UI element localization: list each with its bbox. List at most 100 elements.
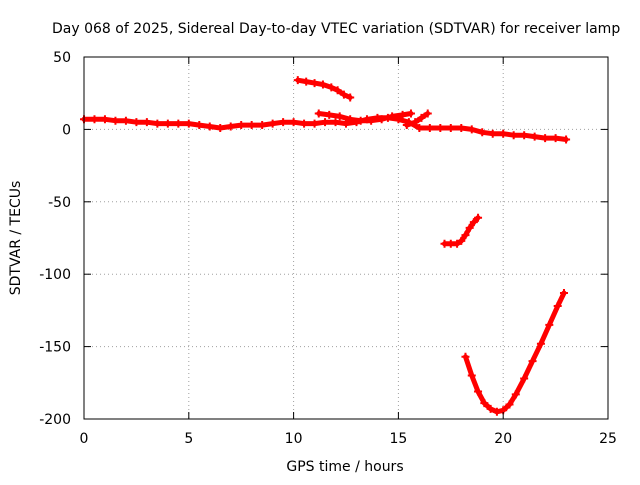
data-point [402,121,411,130]
data-point [258,121,267,130]
y-axis-label: SDTVAR / TECUs [8,181,24,296]
data-point [474,213,483,222]
x-tick-label: 20 [494,431,512,447]
x-tick-label: 25 [599,431,617,447]
data-point [226,122,235,131]
y-tick-label: 0 [62,122,71,138]
data-point [520,374,529,383]
data-point [318,80,327,89]
data-point [327,83,336,92]
data-point [356,116,365,125]
data-point [331,118,340,127]
data-point [100,115,109,124]
data-point [132,118,141,127]
series-arc-late [404,111,431,128]
data-point [153,119,162,128]
data-point [237,121,246,130]
data-point [486,404,495,413]
data-point [541,134,550,143]
data-point [469,218,478,227]
data-point [559,289,568,298]
data-point [377,115,386,124]
data-point [388,112,397,121]
data-point [293,76,302,85]
data-point [184,119,193,128]
data-point [174,119,183,128]
data-point [453,239,462,248]
data-point [321,118,330,127]
data-point [398,110,407,119]
data-point [492,407,501,416]
data-point [536,339,545,348]
y-tick-label: -50 [48,195,71,211]
x-tick-label: 0 [80,431,89,447]
x-tick-label: 10 [285,431,303,447]
data-point [300,119,309,128]
data-point [530,132,539,141]
grid-lines [84,57,608,419]
plot-frame [83,56,609,420]
data-point [325,110,334,119]
data-point [457,236,466,245]
data-point [461,352,470,361]
data-point [333,86,342,95]
x-tick-label: 5 [184,431,193,447]
x-tick-labels: 0 5 10 15 20 25 [80,431,617,447]
data-point [346,115,355,124]
data-point [511,390,520,399]
x-tick-label: 15 [389,431,407,447]
data-point [467,125,476,134]
data-point [446,123,455,132]
data-point [310,79,319,88]
axis-ticks [83,56,609,420]
data-point [289,118,298,127]
y-tick-label: 50 [53,50,71,66]
data-point [314,109,323,118]
y-tick-labels: -200 -150 -100 -50 0 50 [39,50,71,428]
data-point [509,131,518,140]
data-point [302,77,311,86]
data-point [425,123,434,132]
data-point [457,123,466,132]
data-point [346,93,355,102]
series-arc-mid [316,111,414,124]
y-tick-label: -150 [39,340,71,356]
data-point [90,115,99,124]
y-tick-label: -100 [39,267,71,283]
data-point [310,119,319,128]
data-point [417,113,426,122]
chart-title: Day 068 of 2025, Sidereal Day-to-day VTE… [52,21,620,37]
x-axis-label: GPS time / hours [286,459,403,475]
data-point [411,118,420,127]
data-point [335,112,344,121]
data-point [461,231,470,240]
data-point [142,118,151,127]
data-point [474,387,483,396]
data-point [415,123,424,132]
data-point [111,116,120,125]
data-point [216,123,225,132]
data-point [423,109,432,118]
data-point [367,116,376,125]
data-point [279,118,288,127]
data-point [465,223,474,232]
data-point [551,134,560,143]
data-point [480,399,489,408]
data-point [505,400,514,409]
data-point [406,109,415,118]
data-point [339,90,348,99]
data-point [195,121,204,130]
data-point [436,123,445,132]
data-point [553,302,562,311]
data-point [163,119,172,128]
data-point [205,122,214,131]
data-point [478,128,487,137]
data-point [562,135,571,144]
data-point [488,129,497,138]
data-point [247,121,256,130]
data-point [268,119,277,128]
data-point [528,357,537,366]
data-point [520,131,529,140]
